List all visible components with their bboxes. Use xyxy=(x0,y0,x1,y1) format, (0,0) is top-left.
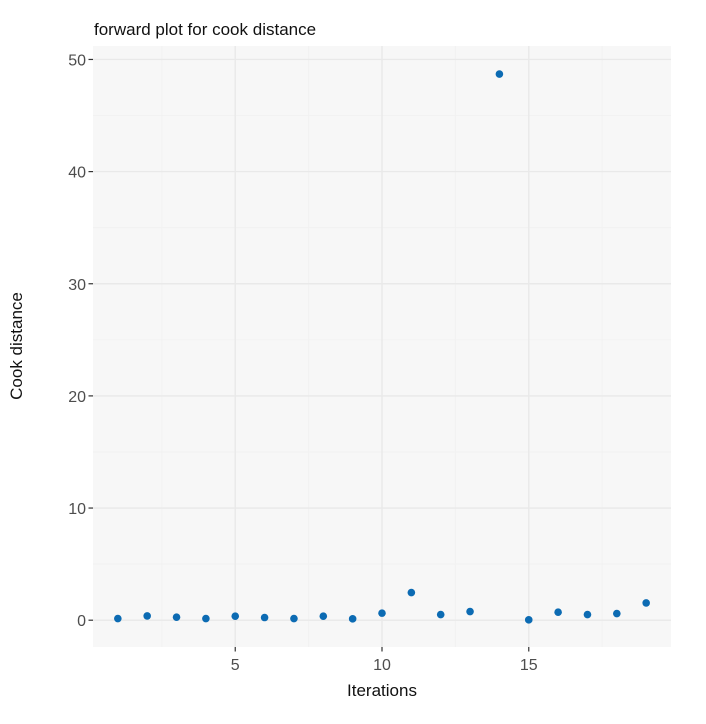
y-tick-label: 0 xyxy=(77,613,86,630)
y-tick-label: 30 xyxy=(68,277,86,294)
data-point xyxy=(319,612,328,620)
data-point xyxy=(436,610,445,619)
x-tick-label: 5 xyxy=(231,657,240,674)
y-tick-label: 40 xyxy=(68,165,86,182)
y-tick-label: 20 xyxy=(68,389,86,406)
data-point xyxy=(495,70,504,78)
data-point xyxy=(378,609,386,617)
x-tick-label: 10 xyxy=(373,657,391,674)
data-point xyxy=(202,614,210,623)
data-point xyxy=(466,607,474,616)
data-point xyxy=(524,616,533,624)
x-axis-title: Iterations xyxy=(347,681,417,700)
data-point xyxy=(407,588,416,597)
data-point xyxy=(290,614,298,623)
x-tick-label: 15 xyxy=(520,657,538,674)
y-tick-label: 50 xyxy=(68,52,86,69)
data-point xyxy=(613,609,621,618)
data-point xyxy=(348,615,357,623)
chart-title: forward plot for cook distance xyxy=(94,20,317,39)
data-point xyxy=(114,614,122,623)
data-point xyxy=(172,613,181,621)
data-point xyxy=(143,612,151,620)
y-tick-label: 10 xyxy=(68,501,86,518)
data-point xyxy=(554,608,562,617)
data-point xyxy=(231,612,240,620)
data-point xyxy=(260,613,269,622)
data-point xyxy=(583,610,592,619)
data-point xyxy=(642,599,650,607)
